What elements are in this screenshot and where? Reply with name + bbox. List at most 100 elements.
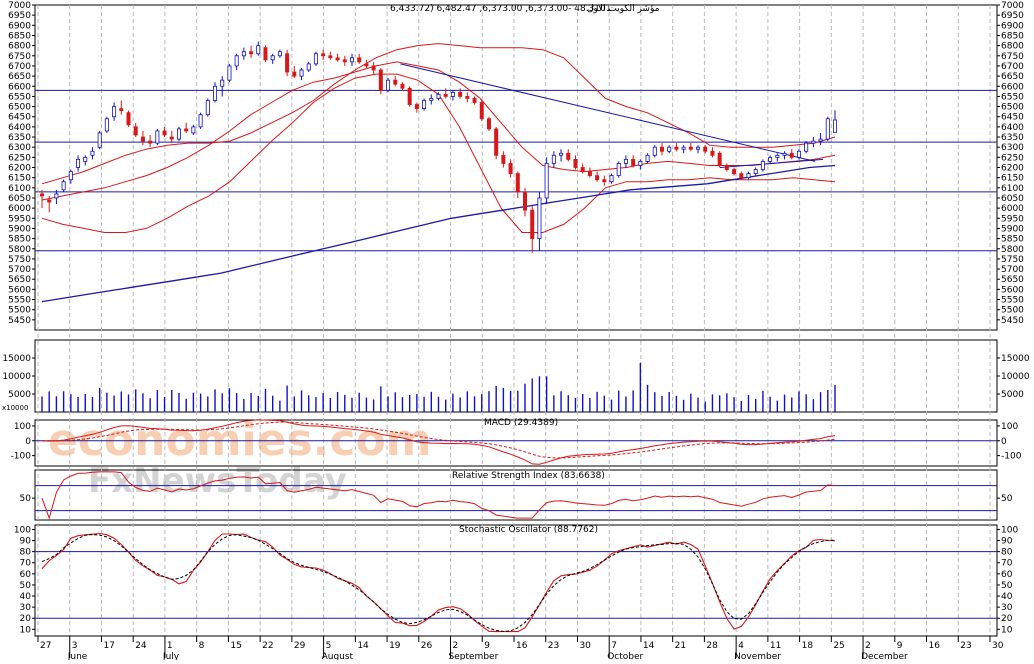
price-tick-label-right: 6900 (1001, 21, 1024, 31)
x-tick-label: 16 (516, 641, 528, 651)
candle-up (429, 98, 434, 101)
candle-down (414, 104, 419, 109)
candle-up (551, 154, 556, 164)
candle-down (328, 55, 333, 59)
candle-down (140, 136, 145, 142)
price-tick-label-right: 6300 (1001, 143, 1024, 153)
price-tick-label-right: 6950 (1001, 11, 1024, 21)
candle-down (47, 199, 52, 203)
candle-down (789, 152, 794, 158)
price-tick-label-left: 6950 (8, 11, 31, 21)
candle-down (595, 175, 600, 181)
macd-line (41, 419, 836, 465)
x-tick-label: 9 (897, 641, 903, 651)
candle-up (667, 146, 672, 152)
candle-down (472, 98, 477, 103)
candle-up (616, 163, 621, 177)
x-tick-label: 2 (865, 641, 871, 651)
stoch-tick-label-right: 30 (1001, 603, 1013, 613)
price-tick-label-left: 6450 (8, 113, 31, 123)
candle-up (112, 106, 117, 118)
candle-down (119, 108, 124, 112)
candle-down (674, 146, 679, 150)
candle-up (623, 158, 628, 164)
candle-up (833, 119, 838, 133)
price-tick-label-left: 6500 (8, 103, 31, 113)
candle-down (724, 165, 729, 170)
candle-up (76, 158, 81, 168)
candle-down (40, 193, 45, 197)
candle-up (313, 53, 318, 65)
price-tick-label-left: 5700 (8, 265, 31, 275)
price-tick-label-right: 5600 (1001, 285, 1024, 295)
candle-down (580, 167, 585, 172)
price-tick-label-right: 6850 (1001, 31, 1024, 41)
stoch-panel-frame (34, 524, 998, 637)
price-tick-label-right: 6200 (1001, 164, 1024, 174)
candle-up (559, 152, 564, 156)
macd-tick-label-left: -100 (11, 452, 32, 462)
x-tick-label: 25 (833, 641, 844, 651)
x-tick-label: 15 (230, 641, 241, 651)
volume-tick-label-left: 10000 (2, 372, 31, 382)
bollinger-upper-line (41, 43, 836, 185)
price-tick-label-left: 6700 (8, 62, 31, 72)
candle-up (696, 146, 701, 150)
candle-down (400, 83, 405, 89)
candle-down (321, 53, 326, 57)
price-tick-label-left: 6200 (8, 164, 31, 174)
price-tick-label-right: 5900 (1001, 224, 1024, 234)
price-tick-label-left: 6800 (8, 42, 31, 52)
x-tick-label: 26 (421, 641, 433, 651)
price-tick-label-left: 5850 (8, 235, 31, 245)
month-label: September (449, 652, 499, 660)
price-tick-label-left: 5450 (8, 316, 31, 326)
candle-up (796, 150, 801, 158)
stoch-tick-label-left: 100 (14, 525, 31, 535)
month-label: August (322, 652, 354, 660)
price-tick-label-right: 6450 (1001, 113, 1024, 123)
price-tick-label-left: 6050 (8, 194, 31, 204)
price-tick-label-left: 6650 (8, 72, 31, 82)
price-tick-label-left: 6350 (8, 133, 31, 143)
candle-up (638, 161, 643, 166)
price-tick-label-right: 5950 (1001, 214, 1024, 224)
price-tick-label-left: 6750 (8, 52, 31, 62)
candle-down (566, 152, 571, 160)
stoch-tick-label-right: 50 (1001, 581, 1013, 591)
x-tick-label: 28 (706, 641, 718, 651)
price-tick-label-left: 5750 (8, 255, 31, 265)
x-tick-label: 14 (357, 641, 369, 651)
price-tick-label-right: 6550 (1001, 92, 1024, 102)
candle-up (753, 169, 758, 174)
price-tick-label-left: 5550 (8, 296, 31, 306)
stoch-tick-label-left: 10 (20, 625, 32, 635)
candle-up (422, 100, 427, 109)
candle-up (234, 55, 239, 67)
month-label: November (734, 652, 781, 660)
price-tick-label-right: 5450 (1001, 316, 1024, 326)
stoch-tick-label-right: 20 (1001, 614, 1013, 624)
candle-down (515, 173, 520, 193)
candle-down (342, 59, 347, 63)
candle-up (61, 181, 66, 191)
price-tick-label-right: 5800 (1001, 245, 1024, 255)
candle-down (501, 154, 506, 164)
candle-up (220, 79, 225, 87)
candle-down (486, 118, 491, 130)
candle-up (176, 128, 181, 140)
x-tick-label: 14 (643, 641, 655, 651)
candle-up (256, 45, 261, 55)
stoch-tick-label-left: 80 (20, 548, 32, 558)
x-tick-label: 17 (103, 641, 114, 651)
x-tick-label: 22 (262, 641, 273, 651)
price-tick-label-right: 5650 (1001, 275, 1024, 285)
price-tick-label-right: 6600 (1001, 82, 1024, 92)
bollinger-middle-line (41, 61, 836, 201)
x-tick-label: 16 (929, 641, 941, 651)
candle-up (652, 146, 657, 156)
rsi-title: Relative Strength Index (83.6638) (452, 471, 605, 481)
candle-up (97, 132, 102, 148)
price-tick-label-right: 6100 (1001, 184, 1024, 194)
rsi-tick-label-left: 50 (20, 494, 32, 504)
